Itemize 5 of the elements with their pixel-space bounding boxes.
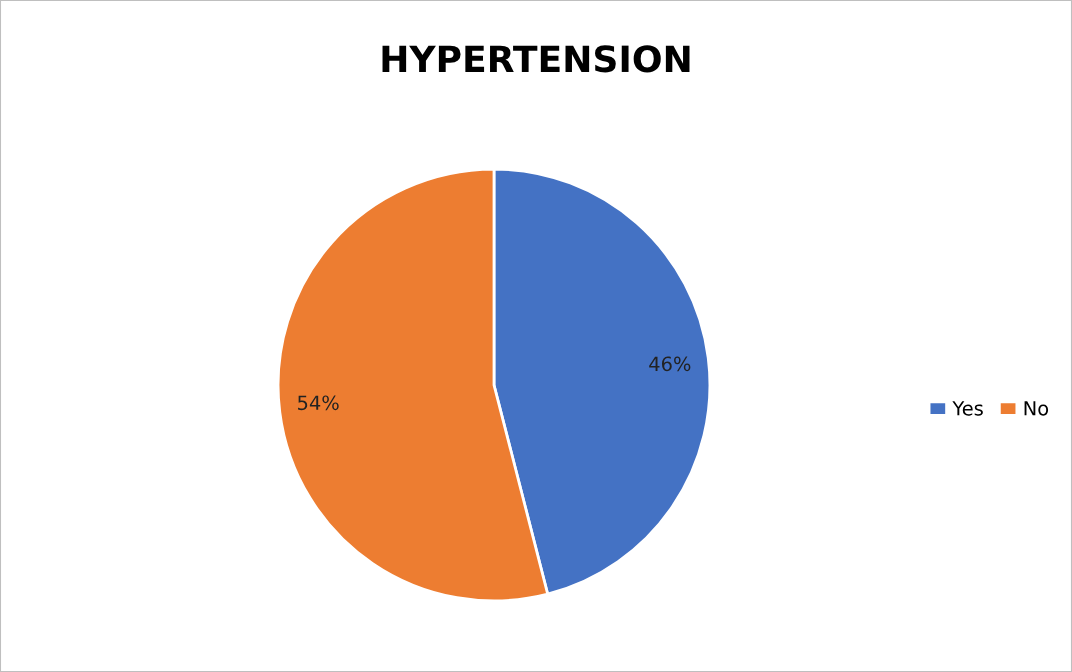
legend-label: No <box>1024 401 1049 416</box>
data-label: 46% <box>649 356 691 372</box>
data-label: 54% <box>298 395 339 411</box>
legend-label: Yes <box>952 401 983 416</box>
chart-title: HYPERTENSION <box>382 45 690 73</box>
